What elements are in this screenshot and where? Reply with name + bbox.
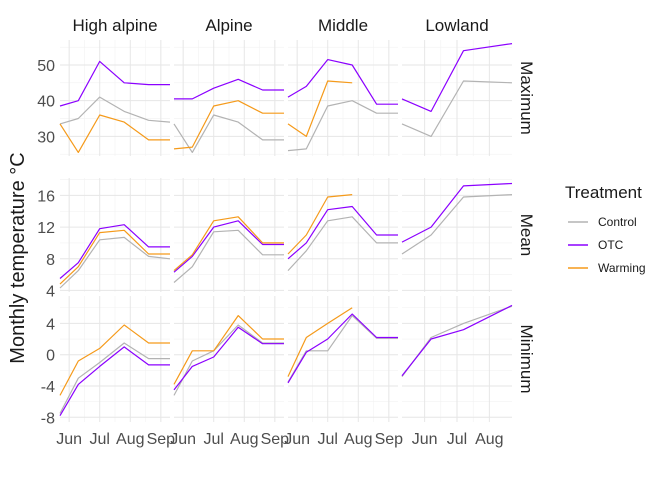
series-line-otc <box>173 326 284 391</box>
panel-mean-high-alpine <box>59 178 171 292</box>
series-line-otc <box>59 224 170 279</box>
y-tick-label: 30 <box>37 129 55 146</box>
series-line-warming <box>287 307 353 377</box>
y-axis-label: Monthly temperature °C <box>7 152 29 363</box>
series-line-control <box>59 96 171 125</box>
legend-label-warming: Warming <box>598 261 646 275</box>
series-line-control <box>287 100 398 152</box>
y-tick-label: -4 <box>41 379 55 396</box>
y-tick-label: 4 <box>46 316 55 333</box>
series-line-otc <box>173 220 284 273</box>
x-tick-label: Jul <box>203 431 223 448</box>
y-tick-label: 16 <box>37 188 55 205</box>
x-tick-label: Sep <box>261 431 290 448</box>
series-line-warming <box>59 114 170 153</box>
x-tick-label: Sep <box>375 431 404 448</box>
x-tick-label: Jun <box>284 431 310 448</box>
legend-label-control: Control <box>598 215 637 229</box>
panel-minimum-lowland <box>401 296 513 422</box>
series-line-otc <box>287 313 398 384</box>
x-tick-label: Jun <box>170 431 196 448</box>
series-line-otc <box>59 60 170 107</box>
facet-column-label: Middle <box>318 16 368 35</box>
x-tick-label: Aug <box>116 431 144 448</box>
series-line-control <box>173 229 284 283</box>
series-line-otc <box>59 346 170 417</box>
series-line-control <box>173 324 284 396</box>
x-tick-label: Aug <box>475 431 503 448</box>
panel-maximum-middle <box>287 40 398 156</box>
panel-mean-lowland <box>401 178 513 292</box>
series-line-warming <box>173 100 284 150</box>
panel-mean-middle <box>287 178 398 292</box>
series-line-control <box>287 315 398 383</box>
series-line-warming <box>59 324 170 396</box>
y-tick-label: 8 <box>46 252 55 269</box>
facet-row-label: Mean <box>517 214 536 257</box>
panels-layer <box>59 40 513 422</box>
y-tick-label: 50 <box>37 58 55 75</box>
series-line-warming <box>287 80 353 137</box>
legend-entries: Control OTC Warming <box>568 215 646 275</box>
series-line-control <box>401 194 513 255</box>
panel-minimum-middle <box>287 296 398 422</box>
legend: Treatment Control OTC Warming <box>565 183 646 275</box>
x-tick-label: Aug <box>230 431 258 448</box>
y-tick-label: 12 <box>37 220 55 237</box>
x-tick-label: Jun <box>412 431 438 448</box>
x-tick-label: Aug <box>344 431 372 448</box>
x-tick-label: Jun <box>56 431 82 448</box>
y-tick-label: 0 <box>46 348 55 365</box>
series-line-otc <box>174 78 284 100</box>
strips-layer: High alpine Alpine Middle Lowland Maximum Mea… <box>72 16 536 393</box>
facet-column-label: Alpine <box>205 16 252 35</box>
series-line-otc <box>401 304 513 377</box>
y-tick-label: 40 <box>37 94 55 111</box>
y-tick-label: -8 <box>41 410 55 427</box>
x-tick-label: Jul <box>317 431 337 448</box>
series-line-warming <box>59 229 170 285</box>
legend-title: Treatment <box>565 183 642 202</box>
y-tick-label: 4 <box>46 283 55 300</box>
panel-minimum-alpine <box>173 296 284 422</box>
series-line-warming <box>287 194 353 255</box>
x-tick-label: Jul <box>89 431 109 448</box>
x-tick-label: Sep <box>147 431 176 448</box>
facet-row-label: Maximum <box>517 61 536 135</box>
series-line-control <box>59 342 170 414</box>
series-line-warming <box>173 315 284 385</box>
series-line-warming <box>173 216 284 272</box>
series-line-control <box>59 236 171 289</box>
x-tick-label: Jul <box>447 431 467 448</box>
panel-mean-alpine <box>173 178 284 292</box>
panel-maximum-alpine <box>173 40 284 156</box>
series-line-otc <box>287 205 398 260</box>
panel-maximum-high-alpine <box>59 40 171 156</box>
series-line-otc <box>287 58 398 105</box>
facet-row-label: Minimum <box>517 325 536 394</box>
facet-column-label: High alpine <box>72 16 157 35</box>
panel-maximum-lowland <box>401 40 513 156</box>
series-line-otc <box>401 182 513 243</box>
series-line-control <box>287 216 398 272</box>
series-line-control <box>401 80 513 137</box>
series-line-otc <box>401 43 513 113</box>
panel-minimum-high-alpine <box>59 296 170 422</box>
legend-label-otc: OTC <box>598 238 624 252</box>
facet-column-label: Lowland <box>425 16 488 35</box>
